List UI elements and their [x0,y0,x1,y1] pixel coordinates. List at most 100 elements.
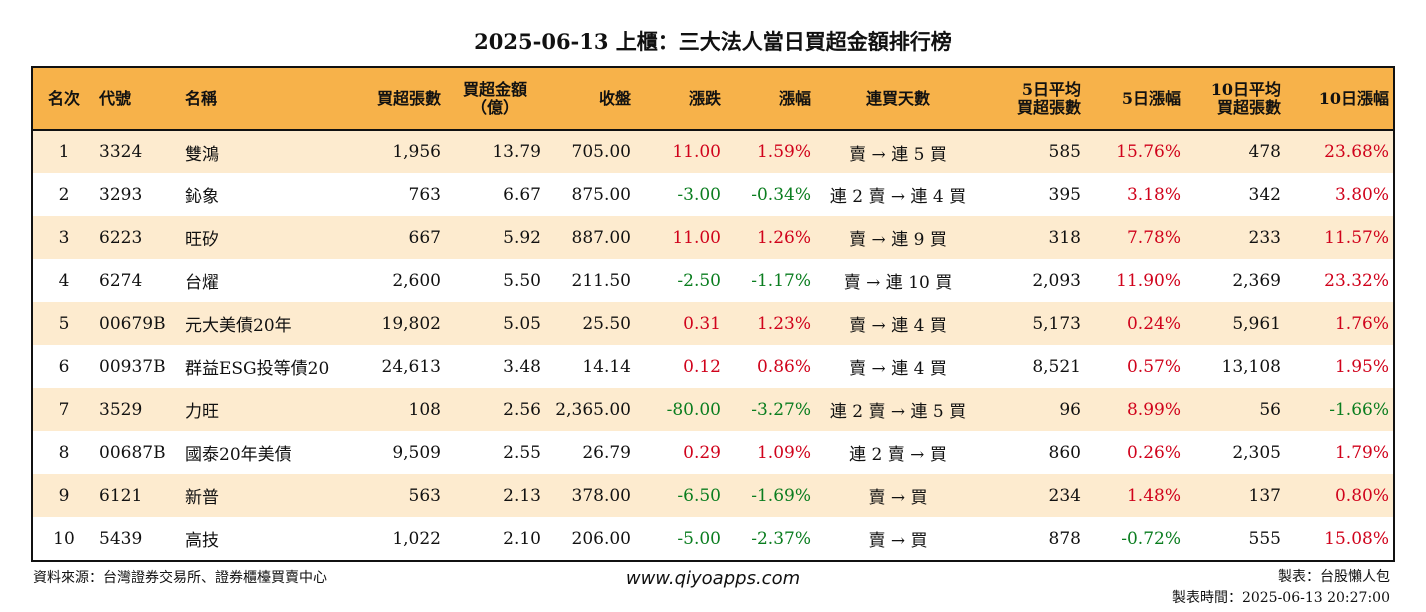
cell-change: -6.50 [677,485,721,506]
cell-streak: 連 2 賣 → 買 [849,445,947,465]
cell-change: 11.00 [672,227,721,248]
header-avg5-line1: 5日平均 [1021,79,1081,99]
cell-avg5: 2,093 [1032,270,1081,291]
cell-pct10: 1.95% [1334,356,1389,377]
cell-change: -3.00 [677,184,721,205]
cell-streak: 賣 → 連 4 買 [849,359,947,379]
cell-close: 26.79 [582,442,631,463]
author-info: 製表：台股懶人包 製表時間：2025-06-13 20:27:00 [1172,567,1390,609]
table-row: 2 3293 鈊象 763 6.67 875.00 -3.00 -0.34% 連… [33,173,1393,216]
table-header-row: 名次 代號 名稱 買超張數 買超金額 （億） 收盤 漲跌 漲幅 連買天數 5日平… [33,68,1393,131]
cell-amount: 5.50 [503,270,541,291]
cell-lots: 763 [408,184,441,205]
cell-close: 14.14 [582,356,631,377]
cell-code: 6121 [99,485,143,506]
cell-avg5: 234 [1048,485,1081,506]
header-avg10-line1: 10日平均 [1210,79,1281,99]
cell-amount: 5.05 [503,313,541,334]
cell-change: -80.00 [666,399,721,420]
cell-streak: 賣 → 買 [868,488,928,508]
table-row: 7 3529 力旺 108 2.56 2,365.00 -80.00 -3.27… [33,388,1393,431]
cell-streak: 賣 → 連 9 買 [849,230,947,250]
cell-close: 206.00 [571,528,631,549]
cell-avg10: 5,961 [1232,313,1281,334]
cell-rank: 8 [58,442,70,463]
table-body: 1 3324 雙鴻 1,956 13.79 705.00 11.00 1.59%… [33,130,1393,560]
cell-change-pct: -2.37% [751,528,811,549]
table-row: 3 6223 旺矽 667 5.92 887.00 11.00 1.26% 賣 … [33,216,1393,259]
generated-time: 製表時間：2025-06-13 20:27:00 [1171,590,1390,606]
cell-avg5: 96 [1059,399,1081,420]
cell-pct10: 1.76% [1334,313,1389,334]
cell-change-pct: -3.27% [751,399,811,420]
cell-avg5: 395 [1048,184,1081,205]
cell-code: 3529 [99,399,143,420]
cell-change-pct: 1.23% [756,313,811,334]
header-avg10-lots: 10日平均 買超張數 [1185,68,1285,131]
cell-amount: 13.79 [492,142,541,162]
cell-code: 3324 [99,142,143,162]
cell-name: 力旺 [185,402,219,422]
cell-lots: 19,802 [381,313,441,334]
website-url: www.qiyoapps.com [625,568,801,589]
cell-streak: 賣 → 連 4 買 [849,316,947,336]
cell-name: 高技 [185,531,219,551]
cell-name: 雙鴻 [185,144,219,165]
cell-change: 11.00 [672,142,721,162]
cell-name: 元大美債20年 [185,316,292,336]
cell-change-pct: 1.26% [756,227,811,248]
cell-rank: 5 [58,313,70,334]
cell-streak: 連 2 賣 → 連 5 買 [829,402,967,422]
cell-amount: 6.67 [503,184,541,205]
cell-name: 國泰20年美債 [185,445,292,465]
ranking-table: 名次 代號 名稱 買超張數 買超金額 （億） 收盤 漲跌 漲幅 連買天數 5日平… [33,68,1393,560]
cell-change-pct: -1.17% [751,270,811,291]
cell-pct5: 0.26% [1126,442,1181,463]
header-pct5: 5日漲幅 [1085,68,1185,131]
cell-pct10: -1.66% [1329,399,1389,420]
cell-rank: 9 [58,485,70,506]
cell-change: 0.31 [683,313,721,334]
cell-change: 0.29 [683,442,721,463]
cell-close: 705.00 [571,142,631,162]
table-row: 9 6121 新普 563 2.13 378.00 -6.50 -1.69% 賣… [33,474,1393,517]
table-row: 1 3324 雙鴻 1,956 13.79 705.00 11.00 1.59%… [33,130,1393,173]
cell-pct10: 23.32% [1324,270,1389,291]
cell-avg5: 878 [1048,528,1081,549]
header-net-buy-amount-line2: （億） [470,97,519,117]
header-code: 代號 [95,68,181,131]
cell-name: 新普 [185,488,219,508]
cell-code: 6274 [99,270,143,291]
cell-rank: 6 [58,356,70,377]
cell-name: 旺矽 [185,230,219,250]
cell-amount: 3.48 [503,356,541,377]
cell-lots: 24,613 [381,356,441,377]
header-close: 收盤 [545,68,635,131]
cell-code: 3293 [99,184,143,205]
cell-change: 0.12 [683,356,721,377]
cell-change-pct: -1.69% [751,485,811,506]
header-pct10: 10日漲幅 [1285,68,1393,131]
cell-pct10: 3.80% [1334,184,1389,205]
cell-avg5: 318 [1048,227,1081,248]
cell-amount: 2.10 [503,528,541,549]
cell-avg5: 5,173 [1032,313,1081,334]
cell-avg10: 56 [1259,399,1281,420]
cell-change: -2.50 [677,270,721,291]
cell-pct5: -0.72% [1121,528,1181,549]
cell-lots: 667 [408,227,441,248]
cell-code: 6223 [99,227,143,248]
cell-avg10: 478 [1248,142,1281,162]
cell-lots: 563 [408,485,441,506]
cell-pct10: 11.57% [1324,227,1389,248]
header-avg5-lots: 5日平均 買超張數 [981,68,1085,131]
cell-rank: 2 [58,184,70,205]
cell-streak: 賣 → 買 [868,531,928,551]
cell-pct10: 23.68% [1324,142,1389,162]
cell-avg10: 233 [1248,227,1281,248]
cell-rank: 10 [53,528,75,549]
page-title: 2025-06-13 上櫃：三大法人當日買超金額排行榜 [474,29,952,54]
cell-streak: 連 2 賣 → 連 4 買 [829,187,967,207]
cell-code: 00679B [99,313,166,334]
cell-change-pct: 1.09% [756,442,811,463]
